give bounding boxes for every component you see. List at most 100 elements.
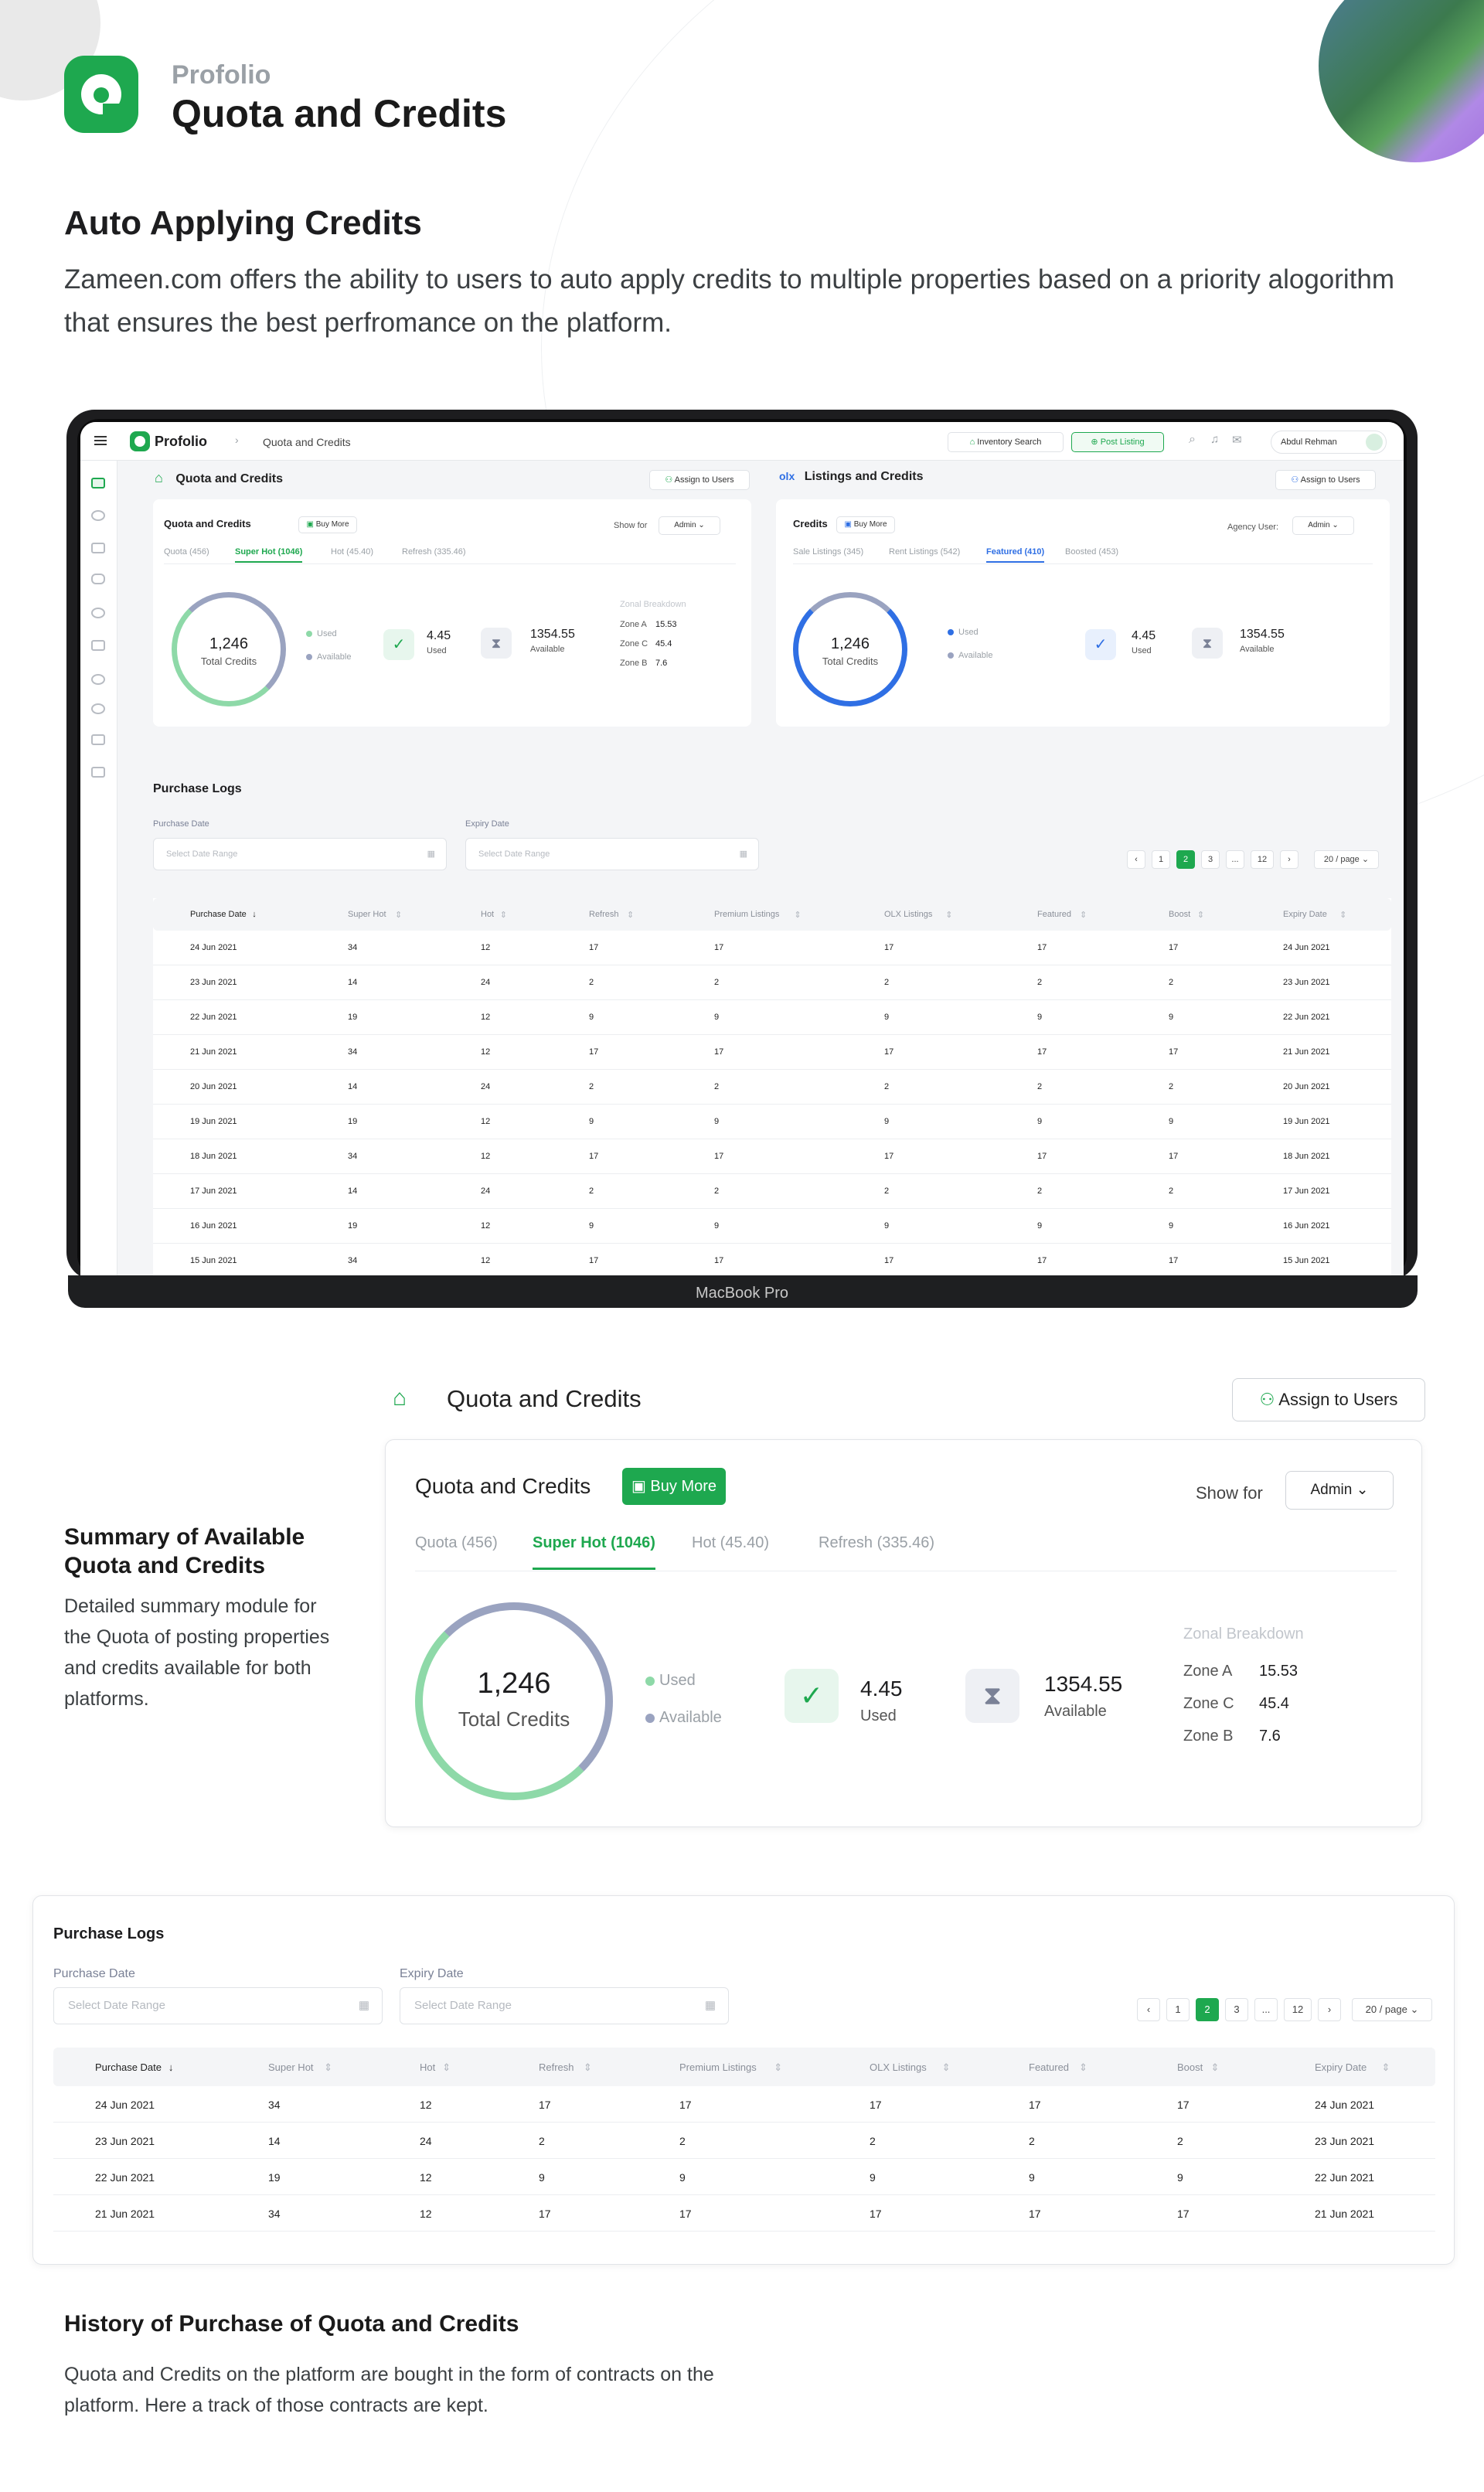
show-for-select[interactable]: Admin ⌄ xyxy=(659,516,720,535)
table-row[interactable]: 20 Jun 2021 14 24 2 2 2 2 2 20 Jun 2021 xyxy=(153,1070,1391,1105)
tab-sale-listings[interactable]: Sale Listings (345) xyxy=(793,547,864,557)
agency-user-select[interactable]: Admin ⌄ xyxy=(1292,516,1354,535)
tag-icon[interactable] xyxy=(91,574,105,584)
listings-assign-button[interactable]: ⚇ Assign to Users xyxy=(1275,470,1376,490)
zoom-show-for-select[interactable]: Admin ⌄ xyxy=(1285,1471,1394,1510)
menu-icon[interactable] xyxy=(94,436,107,445)
column-header[interactable]: Hot xyxy=(420,2061,436,2073)
page-size-select[interactable]: 20 / page ⌄ xyxy=(1314,850,1379,869)
sort-icon[interactable]: ⇕ xyxy=(499,911,507,920)
sort-icon[interactable]: ⇕ xyxy=(626,911,635,920)
column-header[interactable]: Purchase Date xyxy=(190,910,247,919)
pagination-page[interactable]: 3 xyxy=(1201,850,1220,869)
zoom-tab-quota[interactable]: Quota (456) xyxy=(415,1534,498,1551)
column-header[interactable]: Super Hot xyxy=(268,2061,314,2073)
mail-icon[interactable]: ✉ xyxy=(1232,434,1242,447)
zoom-pagination-page-active[interactable]: 2 xyxy=(1196,1998,1219,2021)
zoom-pagination-next[interactable]: › xyxy=(1318,1998,1341,2021)
column-header[interactable]: Premium Listings xyxy=(679,2061,757,2073)
zoom-tab-refresh[interactable]: Refresh (335.46) xyxy=(819,1534,935,1551)
bell-icon[interactable]: ♫ xyxy=(1210,433,1220,446)
zoom-buy-more-button[interactable]: ▣ Buy More xyxy=(622,1468,726,1505)
sort-icon[interactable]: ⇕ xyxy=(941,2061,951,2073)
zoom-pagination-page[interactable]: 12 xyxy=(1284,1998,1312,2021)
table-row[interactable]: 15 Jun 2021 34 12 17 17 17 17 17 15 Jun 2021 xyxy=(153,1244,1391,1275)
pagination-ellipsis[interactable]: ... xyxy=(1226,850,1244,869)
post-listing-button[interactable]: ⊕ Post Listing xyxy=(1071,432,1164,452)
bag-icon[interactable] xyxy=(91,767,105,778)
column-header[interactable]: Premium Listings xyxy=(714,910,780,919)
column-header[interactable]: Refresh xyxy=(589,910,619,919)
users-icon[interactable] xyxy=(91,608,105,618)
sort-icon[interactable]: ↓ xyxy=(252,910,257,919)
table-row[interactable]: 17 Jun 2021 14 24 2 2 2 2 2 17 Jun 2021 xyxy=(153,1174,1391,1209)
sort-icon[interactable]: ⇕ xyxy=(1210,2061,1220,2073)
listings-buy-more-button[interactable]: ▣ Buy More xyxy=(836,516,895,533)
column-header[interactable]: Expiry Date xyxy=(1315,2061,1367,2073)
zoom-pagination-page[interactable]: 1 xyxy=(1166,1998,1190,2021)
sort-icon[interactable]: ↓ xyxy=(168,2061,174,2073)
table-row[interactable]: 18 Jun 2021 34 12 17 17 17 17 17 18 Jun 2021 xyxy=(153,1139,1391,1174)
table-row[interactable]: 23 Jun 2021 14 24 2 2 2 2 2 23 Jun 2021 xyxy=(153,965,1391,1000)
sort-icon[interactable]: ⇕ xyxy=(794,911,802,920)
tab-super-hot[interactable]: Super Hot (1046) xyxy=(235,547,303,563)
mail-icon[interactable] xyxy=(91,640,105,651)
chart-icon[interactable] xyxy=(91,674,105,685)
tab-rent-listings[interactable]: Rent Listings (542) xyxy=(889,547,961,557)
tab-hot[interactable]: Hot (45.40) xyxy=(331,547,374,557)
zoom-pagination-ellipsis[interactable]: ... xyxy=(1254,1998,1278,2021)
column-header[interactable]: Purchase Date xyxy=(95,2061,162,2073)
zoom-expiry-date-input[interactable]: Select Date Range ▦ xyxy=(400,1987,729,2024)
pagination-next[interactable]: › xyxy=(1280,850,1298,869)
search-icon[interactable]: ⌕ xyxy=(1189,433,1196,446)
column-header[interactable]: Expiry Date xyxy=(1283,910,1327,919)
zoom-tab-hot[interactable]: Hot (45.40) xyxy=(692,1534,770,1551)
inventory-search-button[interactable]: ⌂ Inventory Search xyxy=(948,432,1064,452)
sort-icon[interactable]: ⇕ xyxy=(442,2061,451,2073)
sort-icon[interactable]: ⇕ xyxy=(1339,911,1347,920)
home-icon[interactable] xyxy=(91,543,105,553)
sort-icon[interactable]: ⇕ xyxy=(1080,911,1087,920)
dashboard-icon[interactable] xyxy=(91,478,105,489)
table-row[interactable]: 24 Jun 2021 34 12 17 17 17 17 17 24 Jun 2021 xyxy=(53,2086,1435,2123)
table-row[interactable]: 21 Jun 2021 34 12 17 17 17 17 17 21 Jun 2021 xyxy=(53,2195,1435,2232)
table-row[interactable]: 16 Jun 2021 19 12 9 9 9 9 9 16 Jun 2021 xyxy=(153,1209,1391,1244)
breadcrumb[interactable]: Quota and Credits xyxy=(263,436,351,448)
zoom-assign-button[interactable]: ⚇ Assign to Users xyxy=(1232,1378,1425,1421)
tab-featured[interactable]: Featured (410) xyxy=(986,547,1045,563)
pagination-page[interactable]: 12 xyxy=(1251,850,1274,869)
table-row[interactable]: 21 Jun 2021 34 12 17 17 17 17 17 21 Jun 2021 xyxy=(153,1035,1391,1070)
sort-icon[interactable]: ⇕ xyxy=(1196,911,1205,920)
sort-icon[interactable]: ⇕ xyxy=(774,2061,783,2073)
table-row[interactable]: 19 Jun 2021 19 12 9 9 9 9 9 19 Jun 2021 xyxy=(153,1105,1391,1139)
tab-boosted[interactable]: Boosted (453) xyxy=(1065,547,1119,557)
purchase-date-input[interactable]: Select Date Range ▦ xyxy=(153,838,447,870)
column-header[interactable]: OLX Listings xyxy=(884,910,933,919)
pagination-prev[interactable]: ‹ xyxy=(1127,850,1145,869)
table-row[interactable]: 22 Jun 2021 19 12 9 9 9 9 9 22 Jun 2021 xyxy=(53,2159,1435,2195)
zoom-page-size-select[interactable]: 20 / page ⌄ xyxy=(1352,1998,1432,2021)
user-menu[interactable]: Abdul Rehman xyxy=(1271,431,1387,454)
location-icon[interactable] xyxy=(91,510,105,521)
column-header[interactable]: Super Hot xyxy=(348,910,386,919)
user-icon[interactable] xyxy=(91,703,105,714)
sort-icon[interactable]: ⇕ xyxy=(583,2061,592,2073)
table-row[interactable]: 24 Jun 2021 34 12 17 17 17 17 17 24 Jun 2021 xyxy=(153,931,1391,965)
tab-quota[interactable]: Quota (456) xyxy=(164,547,209,557)
document-icon[interactable] xyxy=(91,734,105,745)
column-header[interactable]: OLX Listings xyxy=(870,2061,927,2073)
column-header[interactable]: Boost xyxy=(1177,2061,1203,2073)
column-header[interactable]: Boost xyxy=(1169,910,1191,919)
pagination-page-active[interactable]: 2 xyxy=(1176,850,1195,869)
zoom-tab-super-hot[interactable]: Super Hot (1046) xyxy=(533,1534,655,1570)
table-row[interactable]: 23 Jun 2021 14 24 2 2 2 2 2 23 Jun 2021 xyxy=(53,2123,1435,2159)
sort-icon[interactable]: ⇕ xyxy=(395,911,403,920)
sort-icon[interactable]: ⇕ xyxy=(945,911,953,920)
buy-more-button[interactable]: ▣ Buy More xyxy=(298,516,357,533)
pagination-page[interactable]: 1 xyxy=(1152,850,1170,869)
zoom-purchase-date-input[interactable]: Select Date Range ▦ xyxy=(53,1987,383,2024)
column-header[interactable]: Featured xyxy=(1029,2061,1070,2073)
quota-assign-button[interactable]: ⚇ Assign to Users xyxy=(649,470,750,490)
sort-icon[interactable]: ⇕ xyxy=(324,2061,333,2073)
column-header[interactable]: Featured xyxy=(1037,910,1072,919)
